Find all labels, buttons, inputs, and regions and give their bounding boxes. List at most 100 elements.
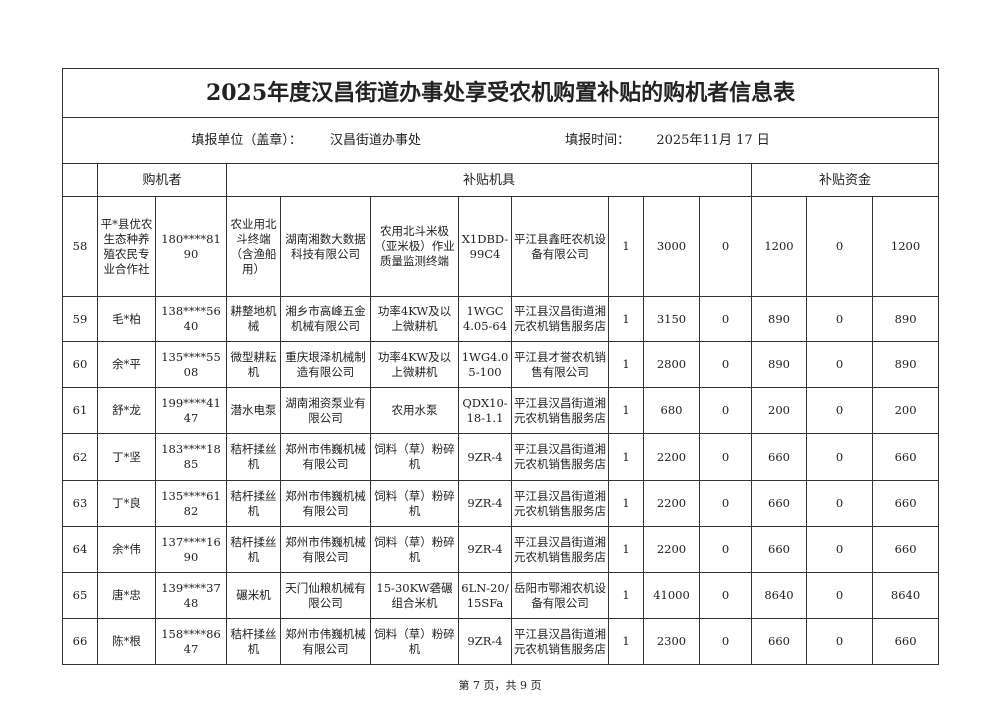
table-row: 58 平*县优农生态种养殖农民专业合作社 180****8190 农业用北斗终端（含渔… <box>62 196 940 297</box>
row-number-cell: 59 <box>62 296 98 342</box>
unit-value: 汉昌街道办事处 <box>330 133 422 148</box>
total-subsidy-cell: 8640 <box>871 572 940 619</box>
phone-cell: 183****1885 <box>155 433 227 481</box>
local-subsidy-cell: 0 <box>806 480 873 527</box>
manufacturer-cell: 湖南湘数大数据科技有限公司 <box>280 196 371 297</box>
sale-price-cell: 2200 <box>643 433 700 481</box>
table-row: 64 余*伟 137****1690 秸杆揉丝机 郑州市伟巍机械有限公司 饲料（草）粉碎机… <box>62 526 940 573</box>
date-label: 填报时间： <box>565 133 631 148</box>
sale-price-cell: 3150 <box>643 296 700 342</box>
total-subsidy-cell: 660 <box>871 618 940 665</box>
page-footer: 第 7 页，共 9 页 <box>458 679 542 692</box>
sale-price-cell: 2200 <box>643 480 700 527</box>
central-subsidy-cell: 890 <box>751 341 807 388</box>
quantity-cell: 1 <box>608 433 644 481</box>
buyer-info-table: 2025年度汉昌街道办事处享受农机购置补贴的购机者信息表 填报单位（盖章）： 汉… <box>61 68 940 665</box>
total-subsidy-cell: 660 <box>871 433 940 481</box>
buyer-name-cell: 陈*根 <box>97 618 156 665</box>
info-row: 填报单位（盖章）： 汉昌街道办事处 填报时间： 2025年11月 17 日 <box>61 117 940 164</box>
central-subsidy-1-cell: 0 <box>699 387 752 434</box>
machine-category-cell: 耕整地机械 <box>226 296 281 342</box>
product-name-cell: 15-30KW砻碾组合米机 <box>370 572 459 619</box>
page-title: 2025年度汉昌街道办事处享受农机购置补贴的购机者信息表 <box>61 68 940 118</box>
date-value: 2025年11月 17 日 <box>656 133 770 148</box>
dealer-cell: 平江县汉昌街道湘元农机销售服务店 <box>511 433 609 481</box>
table-row: 60 余*平 135****5508 微型耕耘机 重庆垠泽机械制造有限公司 功率4KW及以… <box>62 341 940 388</box>
machine-category-cell: 农业用北斗终端（含渔船用） <box>226 196 281 297</box>
model-cell: 9ZR-4 <box>458 526 512 573</box>
quantity-cell: 1 <box>608 196 644 297</box>
product-name-cell: 饲料（草）粉碎机 <box>370 433 459 481</box>
dealer-cell: 平江县汉昌街道湘元农机销售服务店 <box>511 618 609 665</box>
manufacturer-cell: 郑州市伟巍机械有限公司 <box>280 526 371 573</box>
machine-category-cell: 秸杆揉丝机 <box>226 480 281 527</box>
total-subsidy-cell: 890 <box>871 296 940 342</box>
central-subsidy-cell: 660 <box>751 526 807 573</box>
central-subsidy-1-cell: 0 <box>699 526 752 573</box>
local-subsidy-cell: 0 <box>806 618 873 665</box>
table-row: 61 舒*龙 199****4147 潜水电泵 湖南湘资泵业有限公司 农用水泵 QDX10-… <box>62 387 940 434</box>
local-subsidy-cell: 0 <box>806 296 873 342</box>
header-funds: 补贴资金 <box>750 163 940 197</box>
sale-price-cell: 2200 <box>643 526 700 573</box>
central-subsidy-1-cell: 0 <box>699 296 752 342</box>
buyer-name-cell: 平*县优农生态种养殖农民专业合作社 <box>97 196 156 297</box>
quantity-cell: 1 <box>608 480 644 527</box>
product-name-cell: 功率4KW及以上微耕机 <box>370 341 459 388</box>
machine-category-cell: 碾米机 <box>226 572 281 619</box>
dealer-cell: 岳阳市鄂湘农机设备有限公司 <box>511 572 609 619</box>
title-row: 2025年度汉昌街道办事处享受农机购置补贴的购机者信息表 <box>61 68 940 118</box>
sale-price-cell: 3000 <box>643 196 700 297</box>
product-name-cell: 农用北斗米极（亚米极）作业质量监测终端 <box>370 196 459 297</box>
total-subsidy-cell: 660 <box>871 526 940 573</box>
manufacturer-cell: 天门仙粮机械有限公司 <box>280 572 371 619</box>
central-subsidy-1-cell: 0 <box>699 572 752 619</box>
dealer-cell: 平江县汉昌街道湘元农机销售服务店 <box>511 480 609 527</box>
phone-cell: 199****4147 <box>155 387 227 434</box>
model-cell: QDX10-18-1.1 <box>458 387 512 434</box>
sale-price-cell: 680 <box>643 387 700 434</box>
row-number-cell: 66 <box>62 618 98 665</box>
unit-label: 填报单位（盖章）： <box>191 133 302 148</box>
quantity-cell: 1 <box>608 618 644 665</box>
local-subsidy-cell: 0 <box>806 526 873 573</box>
manufacturer-cell: 郑州市伟巍机械有限公司 <box>280 618 371 665</box>
manufacturer-cell: 郑州市伟巍机械有限公司 <box>280 433 371 481</box>
dealer-cell: 平江县鑫旺农机设备有限公司 <box>511 196 609 297</box>
quantity-cell: 1 <box>608 572 644 619</box>
total-subsidy-cell: 200 <box>871 387 940 434</box>
machine-category-cell: 秸杆揉丝机 <box>226 618 281 665</box>
buyer-name-cell: 余*平 <box>97 341 156 388</box>
sale-price-cell: 41000 <box>643 572 700 619</box>
phone-cell: 138****5640 <box>155 296 227 342</box>
table-row: 59 毛*柏 138****5640 耕整地机械 湘乡市高峰五金机械有限公司 功率4KW及… <box>62 296 940 342</box>
row-number-cell: 63 <box>62 480 98 527</box>
local-subsidy-cell: 0 <box>806 196 873 297</box>
model-cell: 1WGC4.05-64 <box>458 296 512 342</box>
local-subsidy-cell: 0 <box>806 387 873 434</box>
phone-cell: 180****8190 <box>155 196 227 297</box>
central-subsidy-1-cell: 0 <box>699 341 752 388</box>
buyer-name-cell: 舒*龙 <box>97 387 156 434</box>
manufacturer-cell: 湘乡市高峰五金机械有限公司 <box>280 296 371 342</box>
central-subsidy-cell: 660 <box>751 480 807 527</box>
total-subsidy-cell: 890 <box>871 341 940 388</box>
manufacturer-cell: 郑州市伟巍机械有限公司 <box>280 480 371 527</box>
row-number-cell: 58 <box>62 196 98 297</box>
central-subsidy-cell: 890 <box>751 296 807 342</box>
header-row: 购机者 补贴机具 补贴资金 <box>62 163 940 197</box>
product-name-cell: 饲料（草）粉碎机 <box>370 526 459 573</box>
model-cell: 9ZR-4 <box>458 480 512 527</box>
central-subsidy-1-cell: 0 <box>699 480 752 527</box>
product-name-cell: 功率4KW及以上微耕机 <box>370 296 459 342</box>
manufacturer-cell: 重庆垠泽机械制造有限公司 <box>280 341 371 388</box>
quantity-cell: 1 <box>608 387 644 434</box>
table-row: 62 丁*坚 183****1885 秸杆揉丝机 郑州市伟巍机械有限公司 饲料（草）粉碎机… <box>62 433 940 481</box>
header-buyer: 购机者 <box>97 163 227 197</box>
model-cell: 9ZR-4 <box>458 618 512 665</box>
dealer-cell: 平江县汉昌街道湘元农机销售服务店 <box>511 526 609 573</box>
manufacturer-cell: 湖南湘资泵业有限公司 <box>280 387 371 434</box>
phone-cell: 135****5508 <box>155 341 227 388</box>
local-subsidy-cell: 0 <box>806 572 873 619</box>
central-subsidy-cell: 660 <box>751 433 807 481</box>
